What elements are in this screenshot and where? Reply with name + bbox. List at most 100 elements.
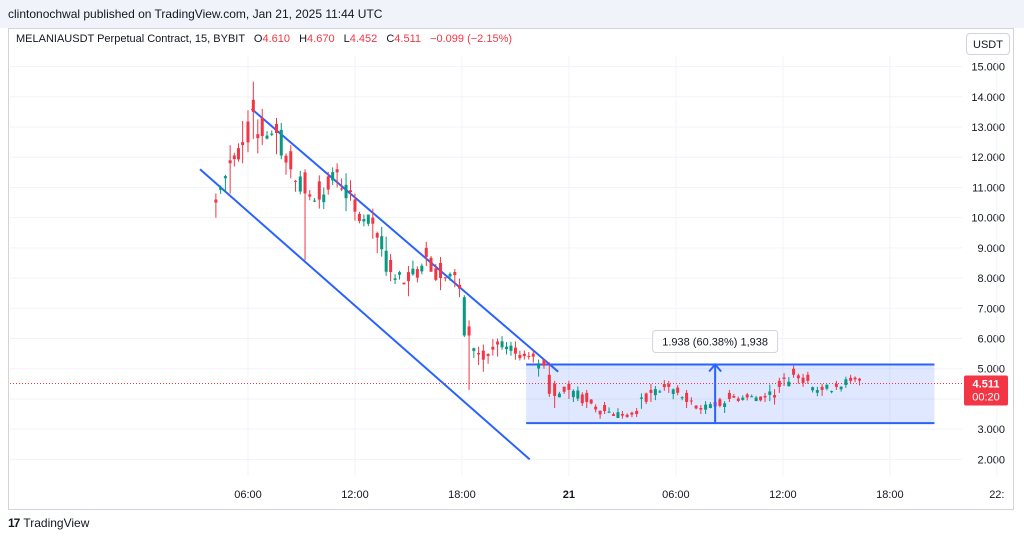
candle-body — [858, 378, 862, 381]
candle-body — [496, 341, 500, 345]
y-tick-label: 12.000 — [971, 152, 1005, 164]
candle-body — [434, 268, 438, 280]
candle-body — [509, 345, 513, 351]
x-tick-label: 06:00 — [234, 489, 262, 501]
candle-body — [308, 194, 312, 197]
candle-body — [236, 148, 240, 160]
candle-body — [298, 176, 302, 192]
candle-body — [353, 199, 357, 212]
y-tick-label: 11.000 — [972, 182, 1005, 194]
candle-body — [792, 368, 796, 375]
candle-body — [649, 389, 653, 393]
candle-body — [537, 363, 541, 369]
candle-body — [732, 396, 736, 398]
low-label: L — [343, 33, 350, 45]
currency-unit-button[interactable]: USDT — [966, 33, 1010, 55]
candle-body — [611, 414, 615, 416]
candle-body — [676, 387, 680, 393]
x-tick-label: 22: — [989, 489, 1004, 501]
candle-body — [415, 269, 419, 278]
y-tick-label: 10.000 — [971, 213, 1005, 225]
candle-body — [750, 396, 754, 398]
measure-label-box — [652, 330, 779, 354]
candle-body — [553, 383, 557, 396]
candle-body — [284, 155, 288, 163]
candle-body — [317, 181, 321, 200]
candle-body — [741, 397, 745, 400]
candle-body — [223, 176, 227, 179]
candle-body — [265, 135, 269, 139]
candle-body — [411, 268, 415, 275]
candle-body — [635, 411, 639, 415]
tradingview-logo-icon: 17 — [8, 516, 20, 530]
y-tick-label: 8.000 — [977, 273, 1005, 285]
candle-body — [472, 348, 476, 351]
x-tick-label: 21 — [563, 489, 575, 501]
candle-body — [406, 272, 410, 282]
candle-body — [398, 272, 402, 275]
candle-body — [228, 160, 232, 164]
high-value: 4.670 — [307, 33, 335, 45]
channel-upper-line[interactable] — [250, 108, 559, 373]
high-label: H — [299, 33, 308, 45]
candle-body — [322, 194, 326, 203]
candle-body — [522, 353, 526, 357]
candle-body — [448, 273, 452, 277]
candle-body — [326, 176, 330, 190]
candle-body — [331, 172, 335, 181]
candle-body — [251, 99, 255, 112]
candle-body — [777, 380, 781, 387]
candle-body — [402, 282, 406, 285]
candle-body — [219, 187, 223, 190]
candle-body — [616, 412, 620, 418]
candle-countdown: 00:20 — [972, 392, 1000, 404]
open-value: 4.610 — [262, 33, 291, 45]
candle-body — [768, 391, 772, 395]
y-tick-label: 6.000 — [977, 334, 1005, 346]
candle-body — [653, 389, 657, 396]
y-tick-label: 14.000 — [971, 92, 1005, 104]
x-tick-label: 18:00 — [876, 489, 904, 501]
candle-body — [467, 326, 471, 336]
candle-body — [531, 353, 535, 357]
candle-body — [796, 375, 800, 379]
candle-body — [275, 123, 279, 134]
chart-frame[interactable] — [8, 28, 1014, 510]
candle-body — [787, 381, 791, 387]
candle-body — [630, 412, 634, 415]
candle-body — [763, 395, 767, 398]
x-tick-label: 18:00 — [448, 489, 476, 501]
candle-body — [685, 392, 689, 402]
candle-body — [580, 394, 584, 404]
close-value: 4.511 — [394, 33, 422, 45]
candle-body — [662, 384, 666, 388]
candle-body — [644, 393, 648, 402]
candle-body — [689, 400, 693, 402]
candle-body — [667, 383, 671, 387]
candle-body — [477, 353, 481, 355]
candle-body — [723, 403, 727, 407]
candle-body — [708, 404, 712, 408]
candle-body — [557, 393, 561, 398]
measure-arrow-head — [708, 362, 722, 373]
candle-body — [571, 390, 575, 398]
y-tick-label: 2.000 — [977, 454, 1005, 466]
candle-body — [462, 297, 466, 336]
candle-body — [598, 410, 602, 415]
low-value: 4.452 — [349, 33, 378, 45]
channel-lower-line[interactable] — [199, 168, 531, 461]
candle-body — [389, 259, 393, 273]
candle-body — [585, 392, 589, 402]
candle-body — [694, 405, 698, 409]
candle-body — [241, 142, 245, 146]
candle-body — [439, 262, 443, 279]
candle-body — [371, 217, 375, 224]
candle-body — [303, 172, 307, 194]
change-value: −0.099 (−2.15%) — [430, 33, 513, 45]
candle-body — [576, 390, 580, 399]
candle-body — [801, 377, 805, 383]
x-tick-label: 12:00 — [769, 489, 797, 501]
candle-body — [380, 236, 384, 250]
candle-body — [820, 386, 824, 390]
